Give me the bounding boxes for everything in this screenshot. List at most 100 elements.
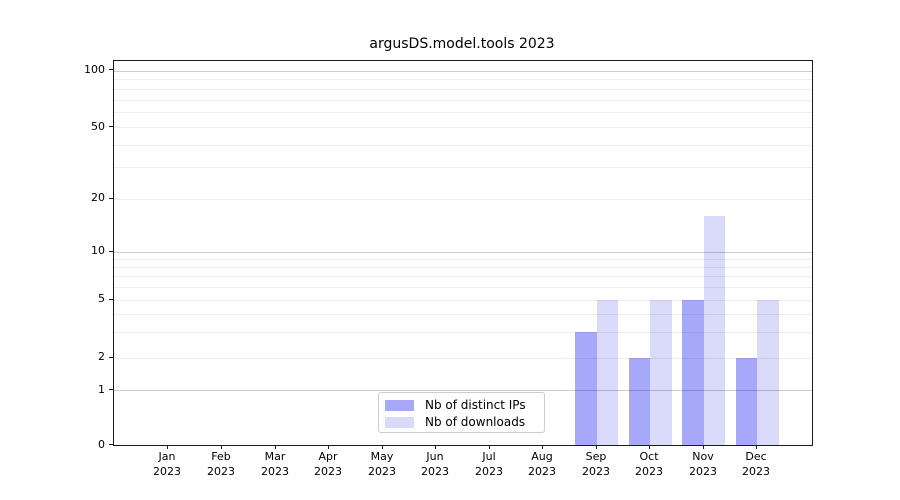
x-tick-nov bbox=[703, 445, 704, 449]
x-label-month: Jun bbox=[426, 450, 444, 463]
legend: Nb of distinct IPs Nb of downloads bbox=[378, 392, 545, 433]
y-label-2: 2 bbox=[98, 350, 105, 363]
x-label-feb: Feb 2023 bbox=[189, 449, 253, 479]
legend-item-nb-of-downloads: Nb of downloads bbox=[385, 414, 538, 430]
y-label-100: 100 bbox=[84, 63, 105, 76]
gridline-major-100 bbox=[114, 70, 812, 72]
x-label-month: Apr bbox=[318, 450, 338, 463]
x-label-year: 2023 bbox=[635, 465, 663, 478]
y-label-20: 20 bbox=[91, 191, 105, 204]
y-label-10: 10 bbox=[91, 244, 105, 257]
x-label-year: 2023 bbox=[475, 465, 503, 478]
gridline-minor-50 bbox=[114, 127, 812, 129]
gridline-minor-40 bbox=[114, 144, 812, 146]
bar-nb-of-distinct-ips-oct bbox=[628, 357, 651, 445]
gridline-minor-30 bbox=[114, 167, 812, 169]
x-tick-apr bbox=[328, 445, 329, 449]
x-label-year: 2023 bbox=[314, 465, 342, 478]
bar-nb-of-downloads-sep bbox=[596, 299, 619, 445]
x-label-year: 2023 bbox=[153, 465, 181, 478]
x-label-year: 2023 bbox=[421, 465, 449, 478]
y-tick-5 bbox=[109, 299, 113, 300]
gridline-minor-60 bbox=[114, 112, 812, 114]
y-tick-0 bbox=[109, 444, 113, 445]
x-label-month: Feb bbox=[211, 450, 231, 463]
x-label-jun: Jun 2023 bbox=[403, 449, 467, 479]
bar-nb-of-distinct-ips-sep bbox=[575, 332, 597, 445]
plot-area bbox=[113, 60, 813, 446]
x-label-apr: Apr 2023 bbox=[296, 449, 360, 479]
y-label-50: 50 bbox=[91, 120, 105, 133]
x-label-month: Sep bbox=[585, 450, 607, 463]
y-label-1: 1 bbox=[98, 383, 105, 396]
x-tick-jun bbox=[435, 445, 436, 449]
x-label-year: 2023 bbox=[368, 465, 396, 478]
x-label-month: May bbox=[370, 450, 394, 463]
x-label-sep: Sep 2023 bbox=[564, 449, 628, 479]
y-label-5: 5 bbox=[98, 292, 105, 305]
legend-label-nb-of-downloads: Nb of downloads bbox=[425, 415, 526, 429]
y-tick-20 bbox=[109, 198, 113, 199]
bar-nb-of-downloads-nov bbox=[703, 215, 726, 445]
x-label-month: Oct bbox=[639, 450, 659, 463]
y-tick-100 bbox=[109, 69, 113, 70]
y-tick-1 bbox=[109, 389, 113, 390]
y-tick-2 bbox=[109, 357, 113, 358]
x-tick-dec bbox=[756, 445, 757, 449]
x-label-year: 2023 bbox=[582, 465, 610, 478]
x-tick-feb bbox=[221, 445, 222, 449]
gridline-major-1 bbox=[114, 390, 812, 392]
gridline-minor-8 bbox=[114, 267, 812, 269]
legend-swatch-nb-of-downloads bbox=[385, 416, 414, 428]
gridline-minor-7 bbox=[114, 276, 812, 278]
bar-nb-of-distinct-ips-nov bbox=[682, 299, 704, 445]
x-label-year: 2023 bbox=[689, 465, 717, 478]
x-tick-jan bbox=[167, 445, 168, 449]
gridline-minor-70 bbox=[114, 99, 812, 101]
x-label-month: Jul bbox=[482, 450, 496, 463]
x-label-jul: Jul 2023 bbox=[457, 449, 521, 479]
x-label-jan: Jan 2023 bbox=[135, 449, 199, 479]
gridline-major-10 bbox=[114, 251, 812, 253]
x-tick-aug bbox=[542, 445, 543, 449]
y-tick-10 bbox=[109, 251, 113, 252]
legend-swatch-nb-of-distinct-ips bbox=[385, 399, 414, 411]
x-label-month: Nov bbox=[692, 450, 714, 463]
x-label-month: Mar bbox=[264, 450, 286, 463]
x-label-month: Dec bbox=[745, 450, 767, 463]
x-label-aug: Aug 2023 bbox=[510, 449, 574, 479]
x-label-month: Aug bbox=[531, 450, 553, 463]
x-tick-may bbox=[382, 445, 383, 449]
x-label-dec: Dec 2023 bbox=[724, 449, 788, 479]
x-label-mar: Mar 2023 bbox=[243, 449, 307, 479]
gridline-minor-9 bbox=[114, 259, 812, 260]
x-tick-oct bbox=[649, 445, 650, 449]
gridline-minor-5 bbox=[114, 299, 812, 301]
gridline-minor-3 bbox=[114, 332, 812, 333]
legend-label-nb-of-distinct-ips: Nb of distinct IPs bbox=[425, 398, 526, 412]
x-label-oct: Oct 2023 bbox=[617, 449, 681, 479]
bar-nb-of-distinct-ips-dec bbox=[735, 357, 758, 445]
gridline-minor-20 bbox=[114, 198, 812, 200]
gridline-minor-90 bbox=[114, 79, 812, 81]
bar-nb-of-downloads-dec bbox=[757, 299, 779, 445]
bar-nb-of-downloads-oct bbox=[650, 299, 672, 445]
gridline-minor-6 bbox=[114, 286, 812, 288]
y-tick-50 bbox=[109, 126, 113, 127]
gridline-minor-4 bbox=[114, 313, 812, 315]
x-tick-mar bbox=[275, 445, 276, 449]
legend-item-nb-of-distinct-ips: Nb of distinct IPs bbox=[385, 397, 538, 413]
x-label-may: May 2023 bbox=[350, 449, 414, 479]
x-label-year: 2023 bbox=[261, 465, 289, 478]
x-label-nov: Nov 2023 bbox=[671, 449, 735, 479]
x-label-year: 2023 bbox=[207, 465, 235, 478]
x-label-month: Jan bbox=[158, 450, 176, 463]
y-label-0: 0 bbox=[98, 438, 105, 451]
x-tick-jul bbox=[489, 445, 490, 449]
x-tick-sep bbox=[596, 445, 597, 449]
x-label-year: 2023 bbox=[742, 465, 770, 478]
chart-title: argusDS.model.tools 2023 bbox=[369, 36, 555, 52]
gridline-minor-2 bbox=[114, 357, 812, 359]
x-label-year: 2023 bbox=[528, 465, 556, 478]
